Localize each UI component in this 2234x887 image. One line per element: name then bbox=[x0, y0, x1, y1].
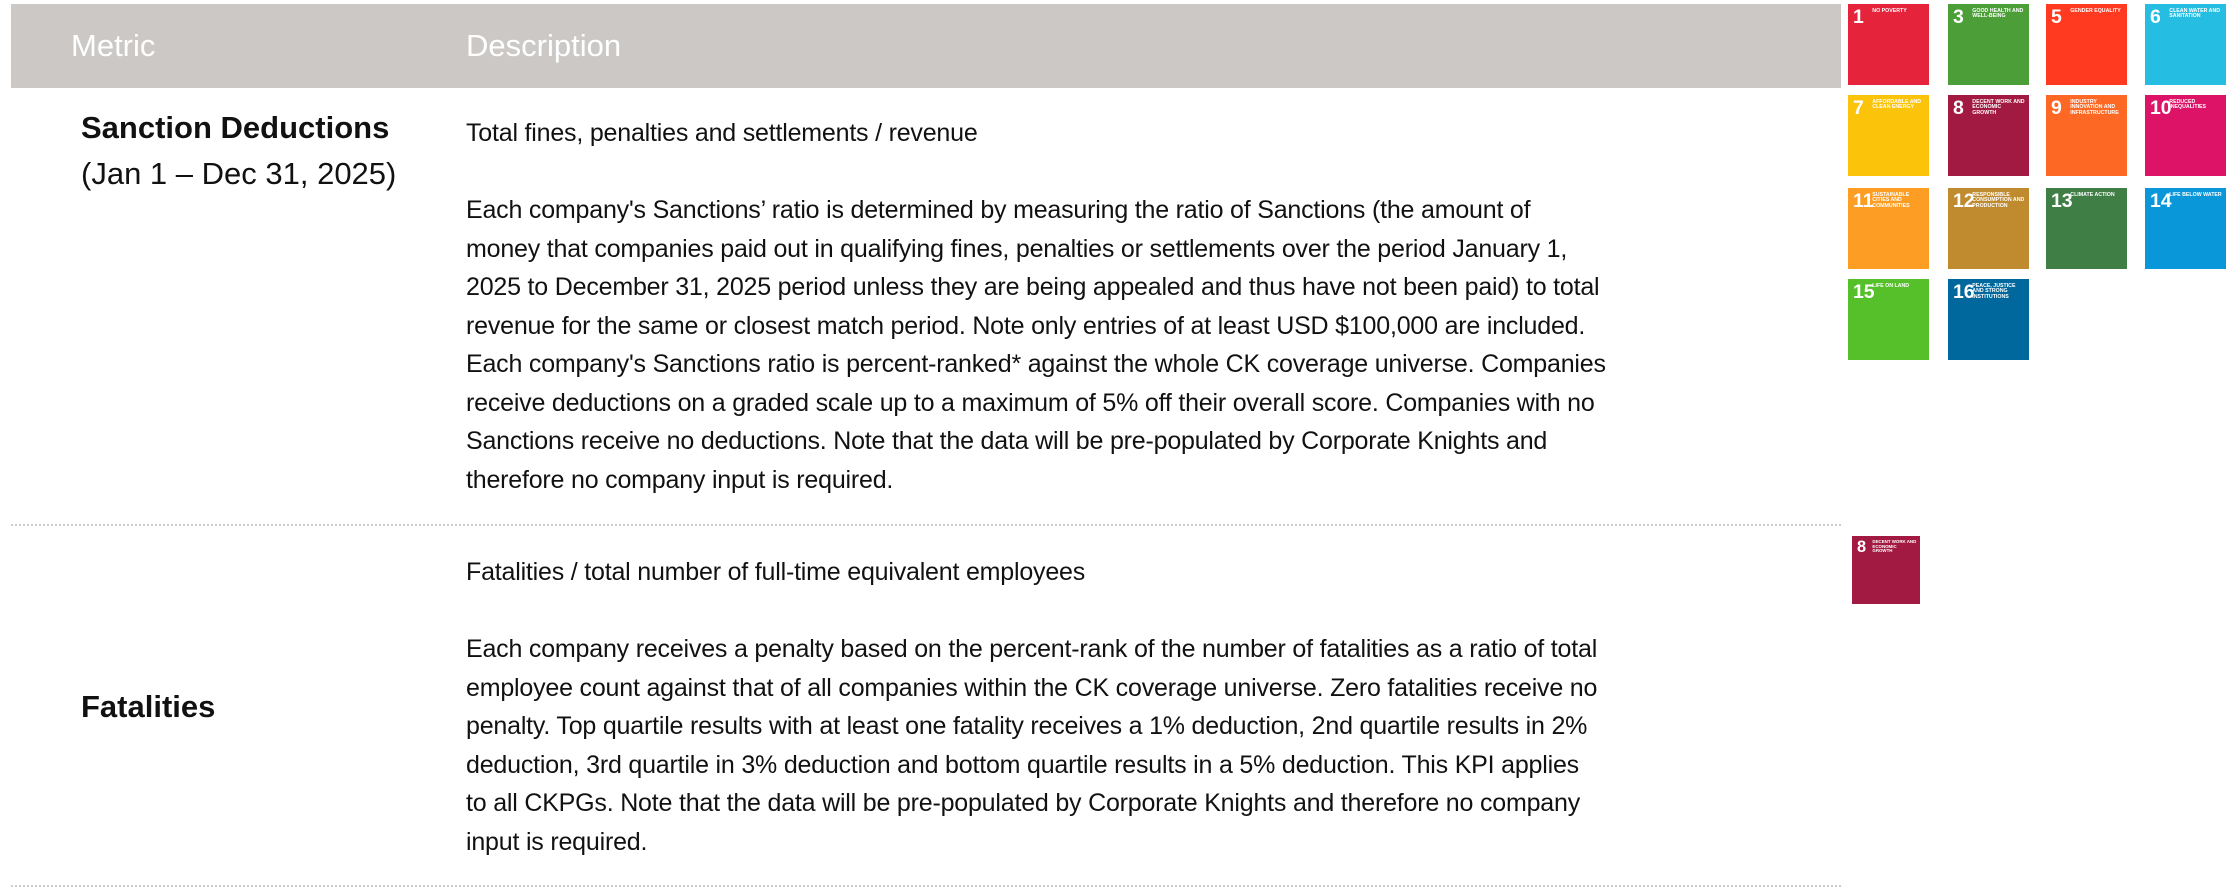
sdg-label: RESPONSIBLE CONSUMPTION AND PRODUCTION bbox=[1972, 191, 2025, 209]
sdg-label: REDUCED INEQUALITIES bbox=[2169, 98, 2207, 111]
sdg-icon: 10 REDUCED INEQUALITIES bbox=[2145, 95, 2226, 176]
sdg-icon: 8 DECENT WORK AND ECONOMIC GROWTH bbox=[1948, 95, 2029, 176]
sdg-number: 15 bbox=[1853, 281, 1875, 303]
sdg-number: 7 bbox=[1853, 97, 1864, 119]
sdg-number: 8 bbox=[1857, 538, 1867, 556]
sdg-number: 8 bbox=[1953, 97, 1964, 119]
divider bbox=[11, 524, 1841, 526]
sdg-label: NO POVERTY bbox=[1872, 7, 1907, 14]
sdg-icon: 1 NO POVERTY bbox=[1848, 4, 1929, 85]
sdg-number: 10 bbox=[2150, 97, 2172, 119]
sdg-label: PEACE, JUSTICE AND STRONG INSTITUTIONS bbox=[1972, 282, 2016, 300]
sdg-label: INDUSTRY INNOVATION AND INFRASTRUCTURE bbox=[2070, 98, 2119, 116]
description-line: penalty. Top quartile results with at le… bbox=[466, 712, 1588, 740]
sdg-label: SUSTAINABLE CITIES AND COMMUNITIES bbox=[1872, 191, 1910, 209]
sdg-label: DECENT WORK AND ECONOMIC GROWTH bbox=[1972, 98, 2025, 116]
sdg-number: 11 bbox=[1853, 190, 1874, 212]
sdg-label: CLIMATE ACTION bbox=[2070, 191, 2115, 198]
sdg-label: LIFE ON LAND bbox=[1872, 282, 1910, 289]
description-line: Sanctions receive no deductions. Note th… bbox=[466, 427, 1548, 455]
sdg-number: 9 bbox=[2051, 97, 2062, 119]
sdg-number: 1 bbox=[1853, 6, 1864, 28]
sdg-label: AFFORDABLE AND CLEAN ENERGY bbox=[1872, 98, 1922, 111]
sdg-icon: 6 CLEAN WATER AND SANITATION bbox=[2145, 4, 2226, 85]
description-line: therefore no company input is required. bbox=[466, 465, 894, 494]
description-line: 2025 to December 31, 2025 period unless … bbox=[466, 273, 1600, 301]
sdg-label: GOOD HEALTH AND WELL-BEING bbox=[1972, 7, 2024, 20]
sdg-icon: 9 INDUSTRY INNOVATION AND INFRASTRUCTURE bbox=[2046, 95, 2127, 176]
sdg-number: 12 bbox=[1953, 190, 1975, 212]
description-line: input is required. bbox=[466, 827, 648, 856]
formula: Fatalities / total number of full-time e… bbox=[466, 558, 1086, 586]
metric-name: Fatalities bbox=[81, 689, 216, 724]
sdg-icon: 3 GOOD HEALTH AND WELL-BEING bbox=[1948, 4, 2029, 85]
sdg-icon: 14 LIFE BELOW WATER bbox=[2145, 188, 2226, 269]
metric-name: Sanction Deductions bbox=[81, 110, 390, 145]
sdg-number: 16 bbox=[1953, 281, 1975, 303]
sdg-icon: 5 GENDER EQUALITY bbox=[2046, 4, 2127, 85]
header-metric: Metric bbox=[71, 28, 156, 63]
description-line: money that companies paid out in qualify… bbox=[466, 234, 1568, 263]
metric-period: (Jan 1 – Dec 31, 2025) bbox=[81, 156, 397, 191]
sdg-number: 5 bbox=[2051, 6, 2062, 28]
divider bbox=[11, 885, 1841, 887]
sdg-label: GENDER EQUALITY bbox=[2070, 7, 2121, 14]
sdg-number: 13 bbox=[2051, 190, 2073, 212]
sdg-label: CLEAN WATER AND SANITATION bbox=[2169, 7, 2221, 20]
sdg-icon: 13 CLIMATE ACTION bbox=[2046, 188, 2127, 269]
description-line: Each company's Sanctions’ ratio is deter… bbox=[466, 196, 1531, 224]
sdg-icon: 12 RESPONSIBLE CONSUMPTION AND PRODUCTION bbox=[1948, 188, 2029, 269]
sdg-number: 6 bbox=[2150, 6, 2161, 28]
header-bar bbox=[11, 4, 1841, 88]
description-line: deduction, 3rd quartile in 3% deduction … bbox=[466, 750, 1579, 779]
sdg-icon: 11 SUSTAINABLE CITIES AND COMMUNITIES bbox=[1848, 188, 1929, 269]
formula: Total fines, penalties and settlements /… bbox=[466, 119, 978, 147]
sdg-icon: 7 AFFORDABLE AND CLEAN ENERGY bbox=[1848, 95, 1929, 176]
sdg-icon: 15 LIFE ON LAND bbox=[1848, 279, 1929, 360]
sdg-label: LIFE BELOW WATER bbox=[2169, 191, 2222, 198]
description-line: revenue for the same or closest match pe… bbox=[466, 311, 1586, 340]
description-line: receive deductions on a graded scale up … bbox=[466, 388, 1595, 417]
sdg-icon: 16 PEACE, JUSTICE AND STRONG INSTITUTIONS bbox=[1948, 279, 2029, 360]
description-line: to all CKPGs. Note that the data will be… bbox=[466, 789, 1580, 817]
sdg-number: 14 bbox=[2150, 190, 2172, 212]
sdg-icon: 8 DECENT WORK AND ECONOMIC GROWTH bbox=[1852, 536, 1920, 604]
header-description: Description bbox=[466, 28, 622, 63]
description-line: Each company receives a penalty based on… bbox=[466, 635, 1598, 663]
sdg-number: 3 bbox=[1953, 6, 1964, 28]
description-line: employee count against that of all compa… bbox=[466, 673, 1598, 702]
sdg-label: DECENT WORK AND ECONOMIC GROWTH bbox=[1872, 539, 1917, 554]
description-line: Each company's Sanctions ratio is percen… bbox=[466, 350, 1606, 378]
